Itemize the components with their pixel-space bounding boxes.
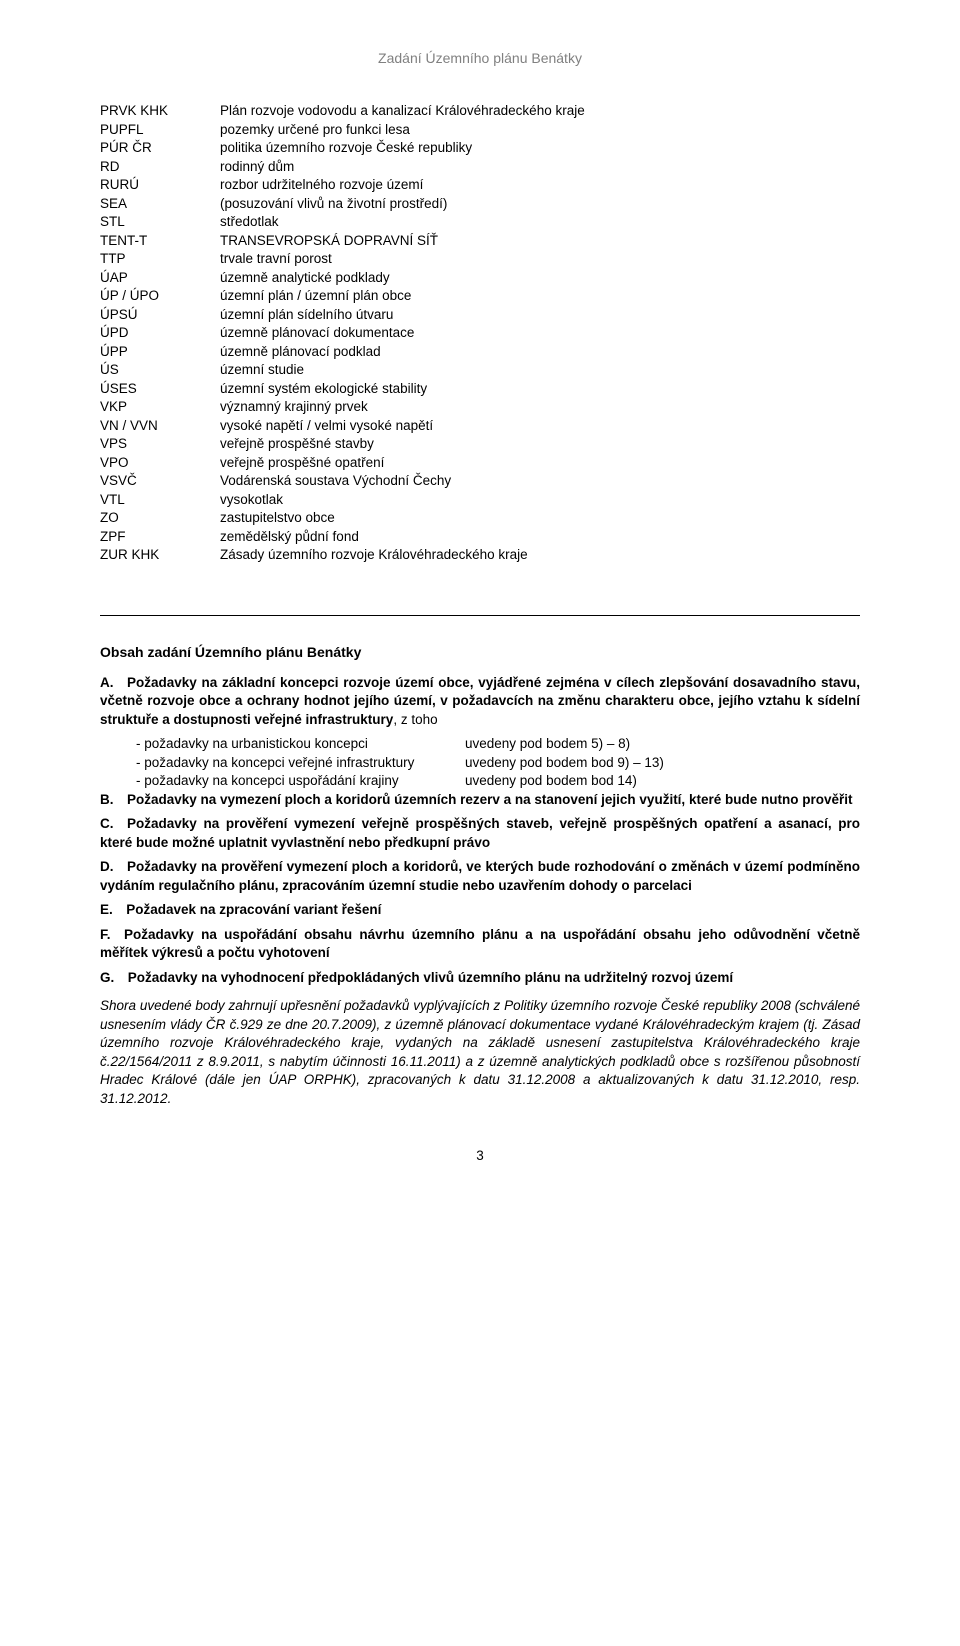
abbr-key: ÚAP	[100, 269, 220, 288]
abbr-value: Plán rozvoje vodovodu a kanalizací Králo…	[220, 102, 860, 121]
abbr-value: veřejně prospěšné opatření	[220, 454, 860, 473]
section-d: D. Požadavky na prověření vymezení ploch…	[100, 858, 860, 895]
abbr-key: VTL	[100, 491, 220, 510]
abbr-key: PUPFL	[100, 121, 220, 140]
abbr-value: zastupitelstvo obce	[220, 509, 860, 528]
section-b: B. Požadavky na vymezení ploch a koridor…	[100, 791, 860, 810]
abbr-key: ZO	[100, 509, 220, 528]
abbr-value: zemědělský půdní fond	[220, 528, 860, 547]
obsah-title: Obsah zadání Územního plánu Benátky	[100, 644, 860, 660]
section-f: F. Požadavky na uspořádání obsahu návrhu…	[100, 926, 860, 963]
abbreviation-table: PRVK KHKPUPFLPÚR ČRRDRURÚSEASTLTENT-TTTP…	[100, 102, 860, 565]
a-item-ref: uvedeny pod bodem 5) – 8)	[465, 735, 860, 754]
abbr-value: územně analytické podklady	[220, 269, 860, 288]
abbr-key: ÚPSÚ	[100, 306, 220, 325]
abbr-key: ÚPD	[100, 324, 220, 343]
section-divider	[100, 615, 860, 616]
page-header: Zadání Územního plánu Benátky	[100, 50, 860, 66]
abbr-key: ÚS	[100, 361, 220, 380]
abbr-key: RURÚ	[100, 176, 220, 195]
abbr-key: TTP	[100, 250, 220, 269]
abbr-key: ÚP / ÚPO	[100, 287, 220, 306]
abbr-value: územní plán / územní plán obce	[220, 287, 860, 306]
section-a-item-2: - požadavky na koncepci uspořádání kraji…	[100, 772, 860, 791]
abbr-value: rozbor udržitelného rozvoje území	[220, 176, 860, 195]
abbr-key: VPO	[100, 454, 220, 473]
abbr-value: rodinný dům	[220, 158, 860, 177]
section-g: G. Požadavky na vyhodnocení předpokládan…	[100, 969, 860, 988]
abbr-key: PRVK KHK	[100, 102, 220, 121]
section-a-trail: , z toho	[393, 712, 437, 727]
abbr-key: ÚSES	[100, 380, 220, 399]
abbr-key: SEA	[100, 195, 220, 214]
abbr-value: územní systém ekologické stability	[220, 380, 860, 399]
abbr-key: ZUR KHK	[100, 546, 220, 565]
abbr-value: politika územního rozvoje České republik…	[220, 139, 860, 158]
abbr-value: pozemky určené pro funkci lesa	[220, 121, 860, 140]
header-title: Zadání Územního plánu Benátky	[378, 50, 582, 66]
abbr-values-column: Plán rozvoje vodovodu a kanalizací Králo…	[220, 102, 860, 565]
abbr-value: trvale travní porost	[220, 250, 860, 269]
a-item-label: - požadavky na koncepci veřejné infrastr…	[100, 754, 465, 773]
abbr-key: TENT-T	[100, 232, 220, 251]
abbr-value: významný krajinný prvek	[220, 398, 860, 417]
abbr-value: územně plánovací podklad	[220, 343, 860, 362]
abbr-value: vysoké napětí / velmi vysoké napětí	[220, 417, 860, 436]
section-a-lead: A. Požadavky na základní koncepci rozvoj…	[100, 675, 860, 727]
abbr-value: Zásady územního rozvoje Královéhradeckéh…	[220, 546, 860, 565]
a-item-label: - požadavky na koncepci uspořádání kraji…	[100, 772, 465, 791]
abbr-value: vysokotlak	[220, 491, 860, 510]
section-c: C. Požadavky na prověření vymezení veřej…	[100, 815, 860, 852]
abbr-key: PÚR ČR	[100, 139, 220, 158]
abbr-key: VKP	[100, 398, 220, 417]
abbr-key: VSVČ	[100, 472, 220, 491]
section-a: A. Požadavky na základní koncepci rozvoj…	[100, 674, 860, 730]
abbr-value: územní plán sídelního útvaru	[220, 306, 860, 325]
abbr-keys-column: PRVK KHKPUPFLPÚR ČRRDRURÚSEASTLTENT-TTTP…	[100, 102, 220, 565]
abbr-value: středotlak	[220, 213, 860, 232]
abbr-key: VN / VVN	[100, 417, 220, 436]
abbr-value: územní studie	[220, 361, 860, 380]
a-item-ref: uvedeny pod bodem bod 14)	[465, 772, 860, 791]
abbr-value: Vodárenská soustava Východní Čechy	[220, 472, 860, 491]
abbr-value: TRANSEVROPSKÁ DOPRAVNÍ SÍŤ	[220, 232, 860, 251]
abbr-key: ÚPP	[100, 343, 220, 362]
abbr-key: STL	[100, 213, 220, 232]
abbr-key: ZPF	[100, 528, 220, 547]
a-item-ref: uvedeny pod bodem bod 9) – 13)	[465, 754, 860, 773]
section-a-item-1: - požadavky na koncepci veřejné infrastr…	[100, 754, 860, 773]
abbr-value: územně plánovací dokumentace	[220, 324, 860, 343]
document-page: Zadání Územního plánu Benátky PRVK KHKPU…	[0, 0, 960, 1203]
section-e: E. Požadavek na zpracování variant řešen…	[100, 901, 860, 920]
section-a-item-0: - požadavky na urbanistickou koncepci uv…	[100, 735, 860, 754]
a-item-label: - požadavky na urbanistickou koncepci	[100, 735, 465, 754]
abbr-value: (posuzování vlivů na životní prostředí)	[220, 195, 860, 214]
abbr-key: VPS	[100, 435, 220, 454]
italic-footnote: Shora uvedené body zahrnují upřesnění po…	[100, 997, 860, 1108]
page-number: 3	[100, 1148, 860, 1163]
abbr-key: RD	[100, 158, 220, 177]
abbr-value: veřejně prospěšné stavby	[220, 435, 860, 454]
